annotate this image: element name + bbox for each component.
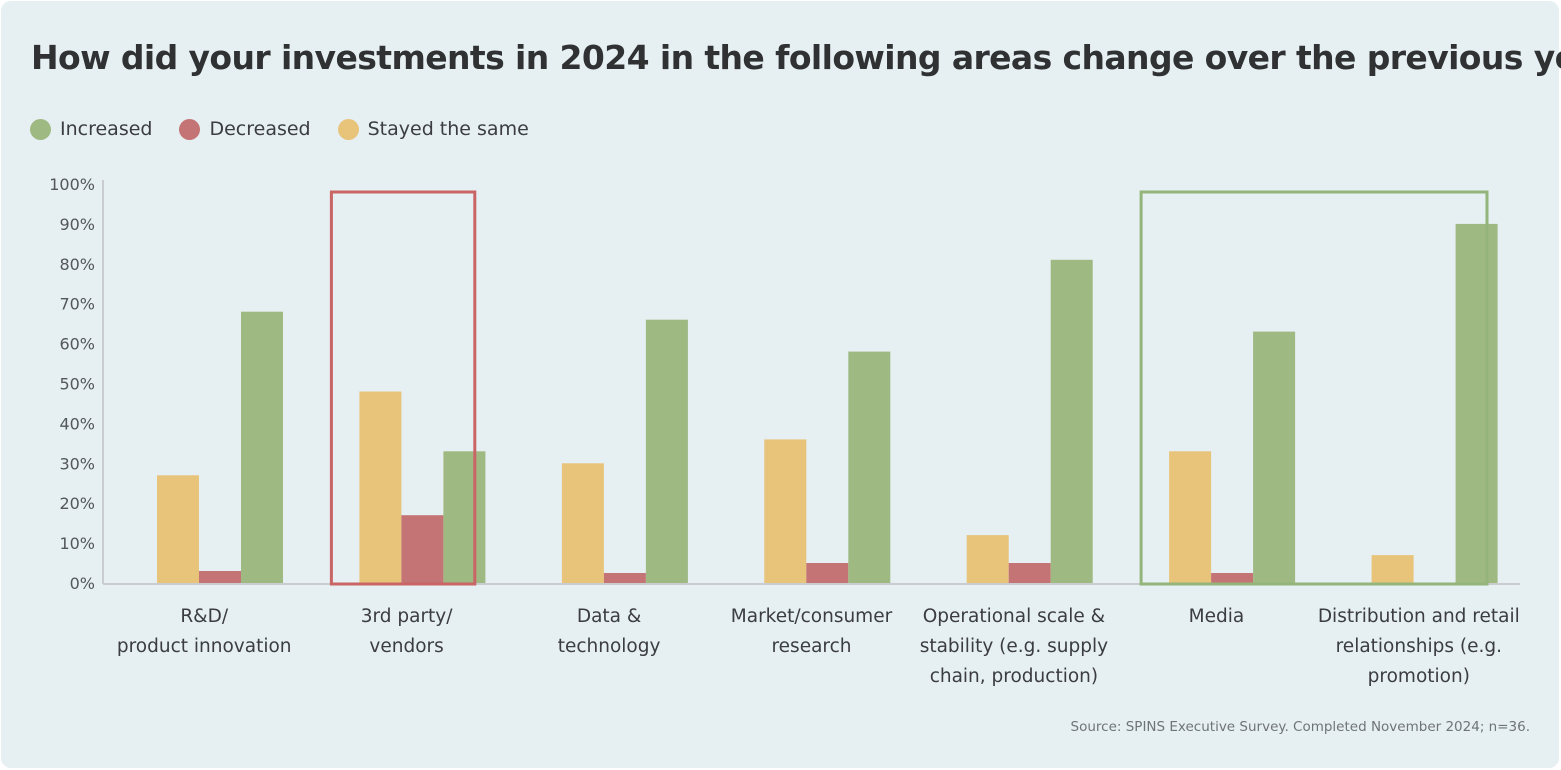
bar-increased-operational-scale-stability-e-g-supply-chain-production [1050,259,1093,583]
x-tick-label-operational-scale-stability-e-g-supply-chain-production: Operational scale & stability (e.g. suppl… [920,606,1108,687]
bar-stayed-the-same-distribution-and-retail-relationships-e-g-promotion [1371,555,1414,583]
bar-decreased-r-d-product-innovation [199,571,241,583]
y-tick-label-9: 90% [59,215,95,234]
x-tick-label-data-technology: Data & technology [558,606,661,657]
bar-stayed-the-same-media [1169,451,1212,583]
legend-label-stayed-the-same: Stayed the same [367,118,529,140]
legend-item-increased: Increased [30,118,152,140]
chart-title: How did your investments in 2024 in the … [31,38,1561,77]
bar-stayed-the-same-market-consumer-research [764,439,807,583]
bar-stayed-the-same-3rd-party-vendors [359,391,402,583]
y-tick-label-4: 40% [59,414,95,433]
x-tick-label-3rd-party-vendors: 3rd party/vendors [361,606,454,657]
y-tick-label-7: 70% [59,295,95,314]
source-note: Source: SPINS Executive Survey. Complete… [1070,719,1530,735]
bar-decreased-data-technology [603,573,646,583]
x-tick-label-distribution-and-retail-relationships-e-g-promotion: Distribution and retail relationships (e.… [1318,606,1520,687]
bar-decreased-market-consumer-research [806,563,849,583]
y-tick-label-3: 30% [59,454,95,473]
legend: Increased Decreased Stayed the same [30,118,556,140]
bar-increased-distribution-and-retail-relationships-e-g-promotion [1455,223,1498,583]
y-tick-label-6: 60% [59,335,95,354]
bar-decreased-operational-scale-stability-e-g-supply-chain-production [1008,563,1051,583]
x-tick-label-market-consumer-research: Market/consumer research [731,606,893,657]
bar-increased-media [1253,331,1296,583]
legend-item-decreased: Decreased [179,118,311,140]
x-tick-label-media: Media [1189,606,1245,627]
legend-swatch-increased [30,118,51,140]
bar-stayed-the-same-data-technology [561,463,604,583]
highlight-box-1 [329,190,477,586]
legend-label-increased: Increased [60,118,153,140]
x-tick-label-r-d-product-innovation: R&D/product innovation [117,606,292,657]
legend-swatch-stayed-the-same [337,118,359,140]
y-tick-label-0: 0% [70,574,95,593]
y-tick-label-10: 100% [49,175,95,194]
legend-swatch-decreased [179,118,201,140]
bar-increased-3rd-party-vendors [443,451,486,583]
bar-increased-r-d-product-innovation [241,311,283,583]
y-tick-label-1: 10% [59,534,95,553]
y-tick-label-2: 20% [59,494,95,513]
bar-decreased-media [1211,573,1254,583]
highlight-box-2 [1139,190,1489,586]
bar-stayed-the-same-operational-scale-stability-e-g-supply-chain-production [966,535,1009,583]
legend-label-decreased: Decreased [209,118,311,140]
y-tick-label-8: 80% [59,255,95,274]
bar-decreased-3rd-party-vendors [401,515,444,583]
bar-increased-market-consumer-research [848,351,891,583]
y-tick-label-5: 50% [59,375,95,394]
bar-increased-data-technology [645,319,688,583]
legend-item-stayed-the-same: Stayed the same [337,118,529,140]
bar-stayed-the-same-r-d-product-innovation [157,475,199,583]
